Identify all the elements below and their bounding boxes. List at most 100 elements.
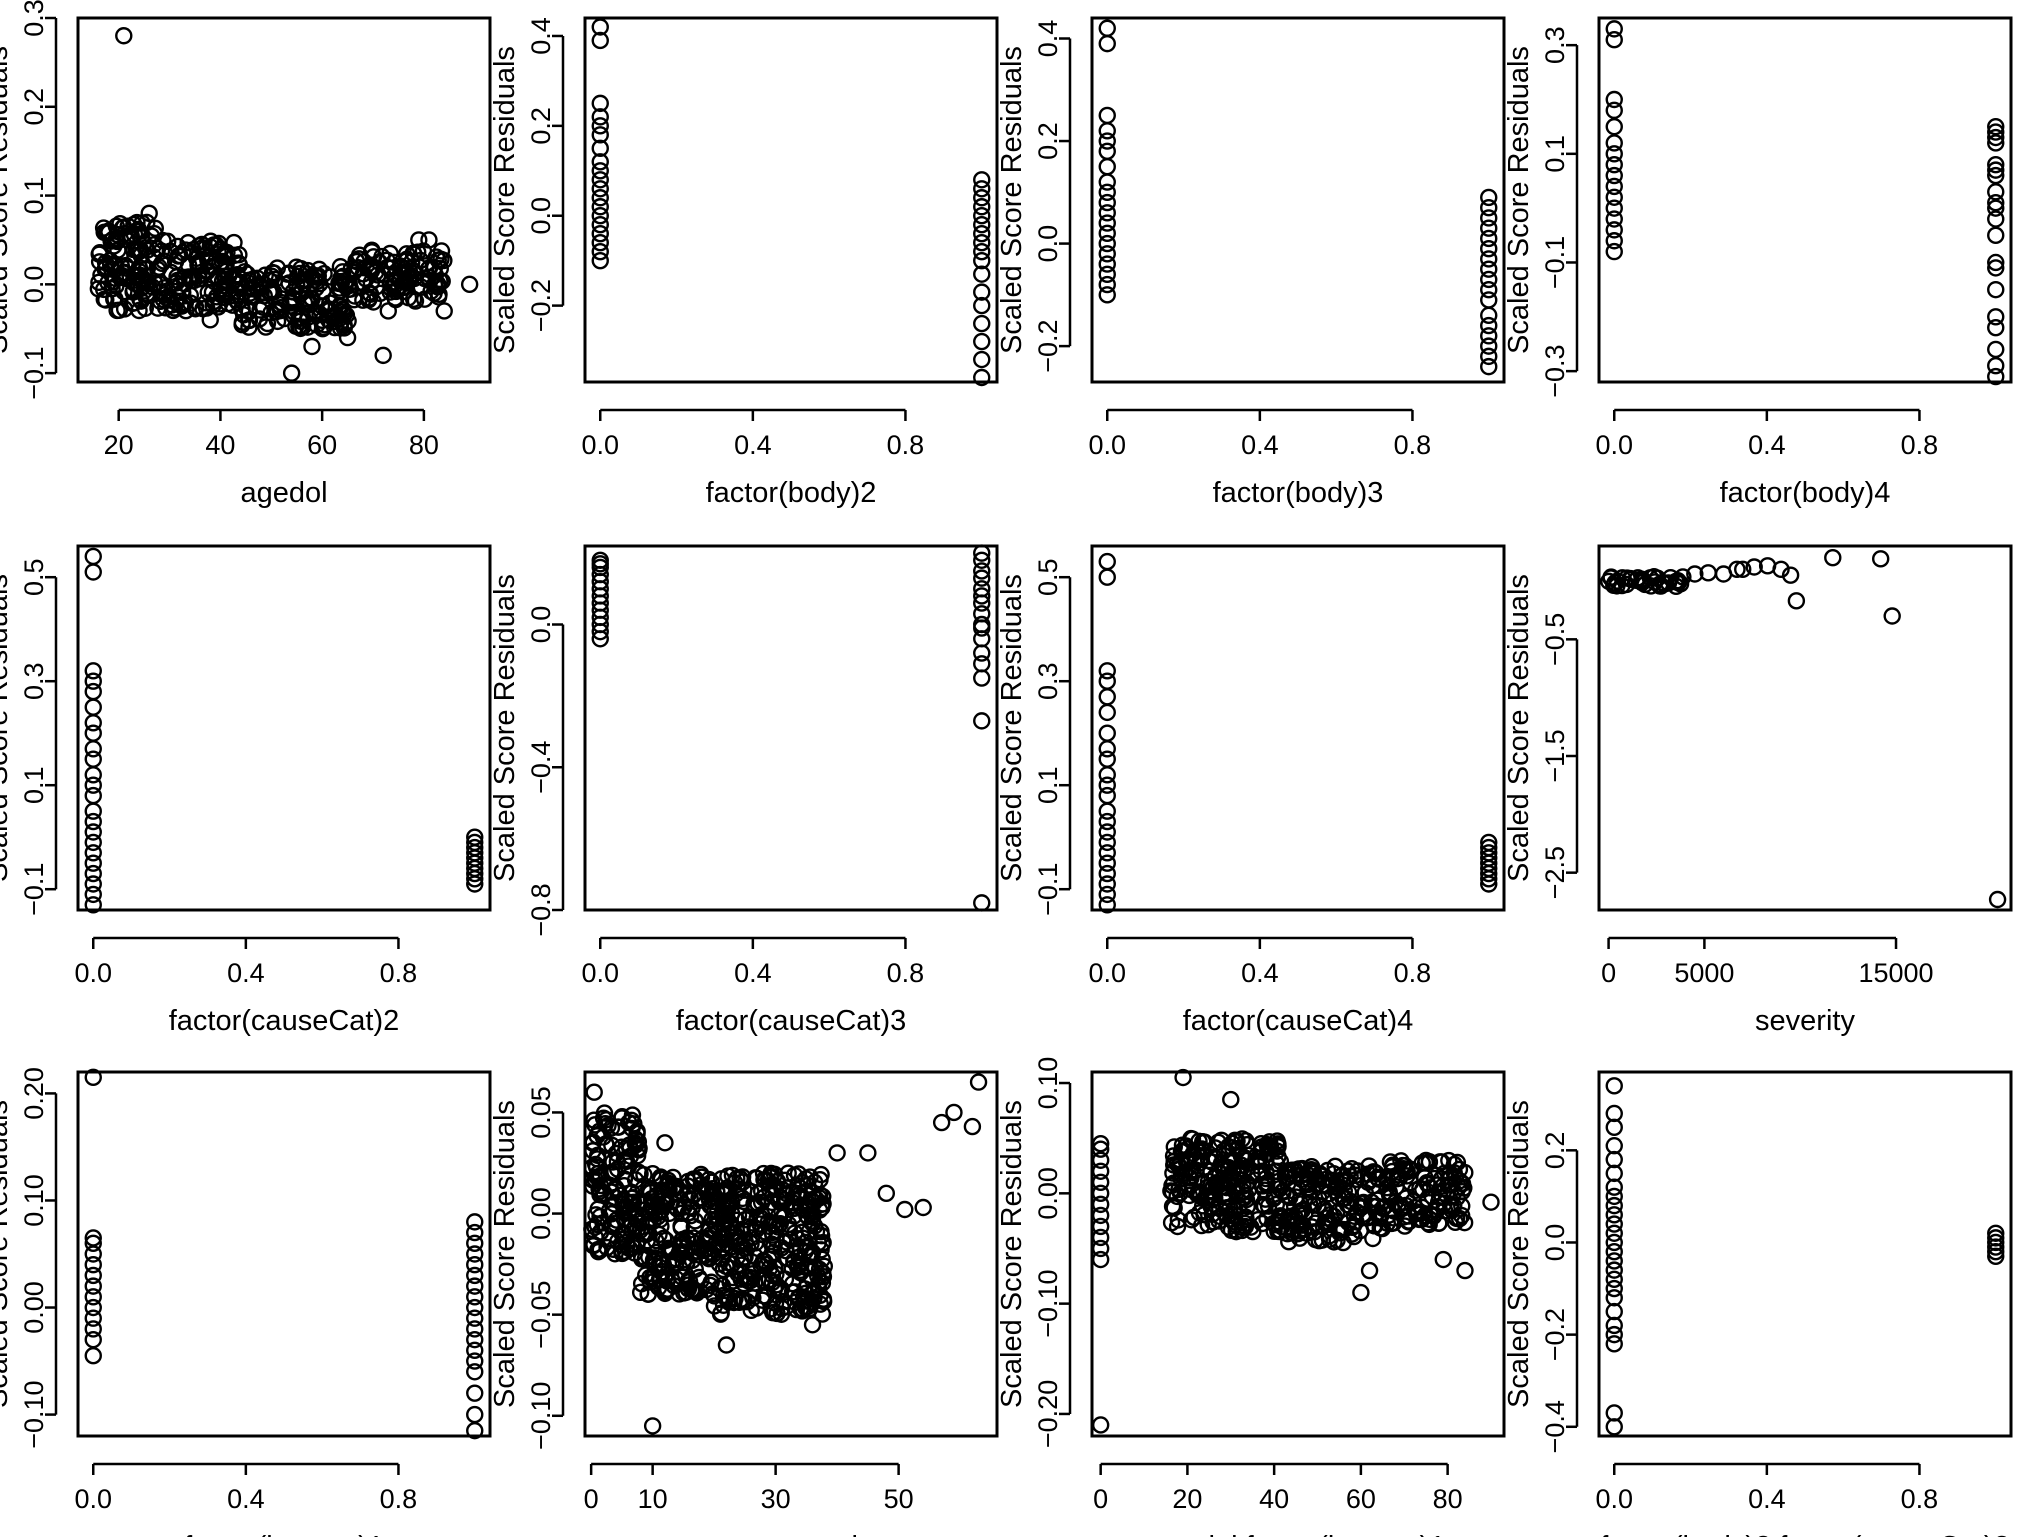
data-point [1480,198,1498,217]
data-point [84,864,102,883]
data-point [603,1217,622,1236]
data-point [591,630,609,648]
data-point [748,1220,766,1238]
data-point [1871,550,1890,568]
data-point [591,225,609,243]
data-point [1605,31,1623,49]
data-point [973,894,991,912]
data-point [1605,199,1623,217]
x-axis: 0 10 30 50 [584,1462,914,1514]
data-point [594,1214,612,1232]
data-point [973,171,991,189]
x-tick-label: 5000 [1674,958,1734,988]
data-point [1238,1197,1256,1216]
data-point [859,1144,877,1162]
data-points [1091,1068,1500,1434]
data-point [1216,1184,1234,1202]
data-point [674,1230,692,1249]
data-point [973,233,991,252]
data-point [388,280,407,299]
y-tick-label: −0.1 [1033,863,1063,916]
data-point [620,1239,639,1258]
x-tick-label: 50 [884,1484,914,1514]
data-point [1220,1173,1238,1192]
data-point [1480,864,1498,883]
data-point [265,283,283,301]
data-point [1480,327,1498,345]
y-axis-title: Scaled Score Residuals [1503,1100,1535,1408]
data-point [1098,875,1116,893]
data-point [89,280,108,298]
data-point [1303,1163,1321,1181]
data-point [164,301,182,320]
x-tick-label: 0.0 [581,430,619,460]
data-point [1098,122,1116,140]
y-tick-label: 0.10 [19,1174,49,1227]
plot-frame [1597,544,2013,912]
y-tick-label: 0.2 [1033,122,1063,160]
data-point [812,1226,831,1245]
data-point [1480,250,1498,268]
data-point [1188,1185,1207,1204]
data-point [1091,1228,1110,1247]
data-point [772,1305,791,1323]
data-point [84,1234,102,1252]
y-tick-label: 0.5 [1033,558,1063,596]
data-point [1326,1157,1344,1175]
y-tick-label: 0.3 [1033,662,1063,700]
data-point [1269,1135,1287,1153]
data-point [1341,1167,1359,1185]
y-axis-title: Scaled Score Residuals [1503,46,1535,354]
panel-agedol: 20 40 60 80 agedol −0.1 0.0 0.1 0.2 0.3 Scaled Sco… [0,0,492,509]
y-tick-label: −0.8 [526,883,556,936]
data-point [1098,173,1116,191]
data-points [1600,548,2007,909]
plot-frame [1090,544,1506,912]
y-axis: −0.10 0.00 0.10 0.20 [19,1067,58,1449]
data-point [606,1245,624,1263]
data-point [973,225,991,243]
data-point [1605,242,1623,261]
y-tick-label: 0.1 [19,766,49,804]
data-point [313,319,332,338]
y-axis-title: Scaled Score Residuals [0,46,14,354]
data-point [713,1250,731,1268]
data-point [685,1282,704,1300]
data-point [1249,1165,1267,1184]
data-point [591,162,609,180]
data-point [240,318,258,336]
x-tick-label: 0.8 [1394,958,1432,988]
data-point [1098,766,1116,784]
data-point [733,1189,752,1208]
panel-yearsempl: 0 10 30 50 yearsempl −0.10 −0.05 0.00 0.05Scaled… [489,1070,999,1537]
data-point [783,1193,802,1212]
x-axis: 0.0 0.4 0.8 [581,408,924,460]
x-tick-label: 20 [1172,1484,1202,1514]
data-point [152,242,171,260]
x-tick-label: 30 [761,1484,791,1514]
y-tick-label: −0.5 [1540,613,1570,666]
data-point [599,1116,617,1135]
data-point [84,1266,102,1285]
data-point [282,364,301,382]
y-tick-label: −0.1 [19,863,49,916]
data-point [143,278,162,296]
data-point [973,314,991,333]
data-point [1883,607,1901,625]
data-point [590,1180,608,1198]
data-point [1456,1261,1474,1280]
y-tick-label: −0.20 [1033,1380,1063,1448]
data-point [108,232,126,251]
data-point [649,1207,667,1226]
data-point [621,1139,639,1158]
data-point [717,1336,736,1354]
data-point [1397,1196,1415,1215]
x-tick-label: 0.4 [1241,958,1279,988]
data-point [115,27,133,45]
data-point [732,1256,751,1274]
data-point [435,302,453,320]
y-axis-title: Scaled Score Residuals [489,46,521,354]
data-point [743,1265,762,1283]
data-points [1098,552,1498,914]
